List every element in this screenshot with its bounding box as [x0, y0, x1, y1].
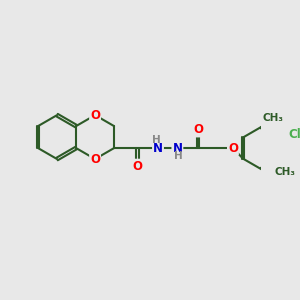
- Text: O: O: [90, 109, 100, 122]
- Text: O: O: [193, 124, 203, 136]
- Text: O: O: [228, 142, 238, 154]
- Text: CH₃: CH₃: [262, 113, 284, 123]
- Text: CH₃: CH₃: [274, 167, 296, 177]
- Text: N: N: [153, 142, 163, 154]
- Text: H: H: [174, 151, 183, 161]
- Text: H: H: [152, 135, 161, 145]
- Text: N: N: [172, 142, 182, 154]
- Text: Cl: Cl: [289, 128, 300, 141]
- Text: O: O: [132, 160, 142, 172]
- Text: O: O: [90, 152, 100, 166]
